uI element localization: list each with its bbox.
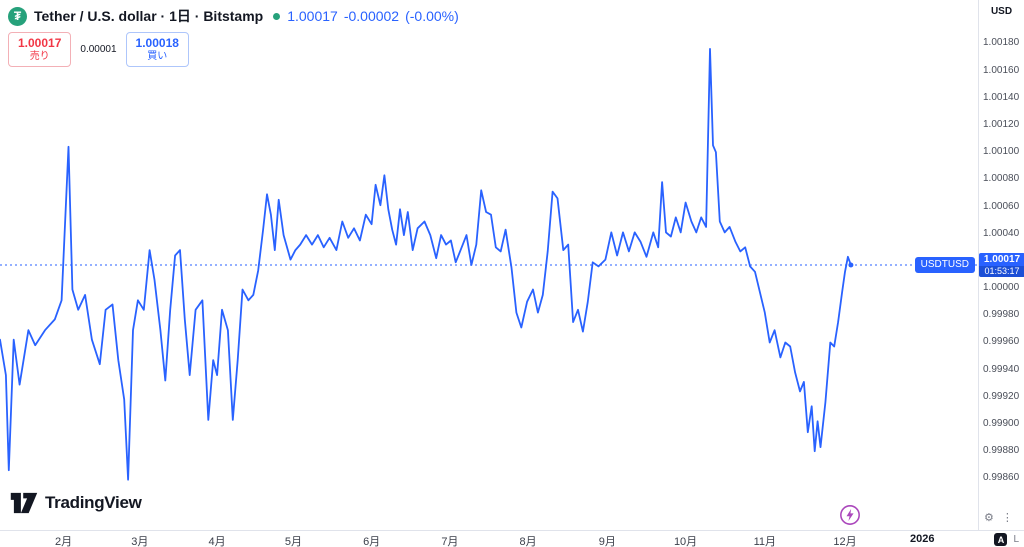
last-price-symbol-badge: USDTUSD <box>914 257 975 273</box>
time-scale-tick: 3月 <box>131 536 149 547</box>
quote-change-percent: (-0.00%) <box>405 8 459 24</box>
time-scale[interactable]: 2月 3月 4月 5月 6月 7月 8月 9月 10月 11月 12月 2026 A L <box>0 530 1024 547</box>
market-status-icon <box>273 12 281 20</box>
spread-value: 0.00001 <box>80 44 117 55</box>
buy-price: 1.00018 <box>135 36 179 50</box>
price-scale-tick: 1.00040 <box>983 227 1020 239</box>
price-scale-tick: 1.00160 <box>983 64 1020 76</box>
symbol-title-row: ₮ Tether / U.S. dollar · 1日 · Bitstamp 1… <box>8 6 459 26</box>
price-scale-tick: 1.00120 <box>983 119 1020 131</box>
time-scale-tick: 2026 <box>910 533 935 545</box>
buy-button[interactable]: 1.00018 買い <box>125 32 189 67</box>
price-scale-tick: 0.99860 <box>983 472 1020 484</box>
last-price-badge: 1.00017 01:53:17 <box>979 253 1024 277</box>
price-scale-tools: ⚙ ⋮ <box>984 511 1013 524</box>
tradingview-wordmark: TradingView <box>45 493 142 512</box>
last-point-marker <box>848 262 854 268</box>
price-scale-tick: 1.00100 <box>983 146 1020 158</box>
price-scale-tick: 0.99880 <box>983 445 1020 457</box>
buy-label: 買い <box>147 51 168 62</box>
chart-header: ₮ Tether / U.S. dollar · 1日 · Bitstamp 1… <box>8 6 459 67</box>
symbol-title[interactable]: Tether / U.S. dollar · 1日 · Bitstamp <box>34 8 264 24</box>
price-scale-tick: 1.00060 <box>983 200 1020 212</box>
tether-logo-icon: ₮ <box>8 6 27 26</box>
log-scale-toggle[interactable]: L <box>1013 534 1019 545</box>
time-scale-tick: 12月 <box>833 536 857 547</box>
price-scale[interactable]: USD 1.00180 1.00160 1.00140 1.00120 1.00100 1… <box>978 0 1024 530</box>
sell-button[interactable]: 1.00017 売り <box>8 32 72 67</box>
gear-icon[interactable]: ⚙ <box>984 512 994 524</box>
auto-scale-toggle[interactable]: A <box>994 533 1008 546</box>
last-price-value: 1.00017 <box>979 253 1024 266</box>
price-scale-tick: 0.99980 <box>983 309 1020 321</box>
sell-price: 1.00017 <box>18 36 62 50</box>
time-scale-tick: 11月 <box>753 536 776 547</box>
price-scale-tick: 0.99920 <box>983 390 1020 402</box>
time-scale-tick: 9月 <box>598 536 616 547</box>
quote-last-price: 1.00017 <box>287 8 338 24</box>
time-scale-tick: 7月 <box>441 536 459 547</box>
price-scale-tick: 1.00000 <box>983 282 1020 294</box>
price-scale-tick: 1.00140 <box>983 91 1020 103</box>
price-scale-tick: 0.99940 <box>983 363 1020 375</box>
buy-sell-widget: 1.00017 売り 0.00001 1.00018 買い <box>8 32 459 67</box>
price-scale-currency-button[interactable]: USD <box>990 6 1013 17</box>
price-line-chart <box>0 48 978 481</box>
more-options-icon[interactable]: ⋮ <box>1001 512 1013 524</box>
time-scale-tick: 2月 <box>55 536 73 547</box>
time-scale-tick: 5月 <box>284 536 302 547</box>
tradingview-logo-icon <box>10 492 38 514</box>
quote-change: -0.00002 <box>343 8 400 24</box>
tradingview-logo[interactable]: TradingView <box>10 492 142 514</box>
lightning-icon <box>840 505 860 525</box>
time-scale-tick: 4月 <box>208 536 226 547</box>
price-scale-tick: 1.00180 <box>983 37 1020 49</box>
time-scale-tick: 6月 <box>363 536 381 547</box>
price-scale-tick: 1.00080 <box>983 173 1020 185</box>
price-line-series <box>0 48 852 481</box>
price-scale-tick: 0.99900 <box>983 418 1020 429</box>
price-scale-tick: 0.99960 <box>983 336 1020 348</box>
time-scale-tick: 8月 <box>519 536 537 547</box>
chart-plot-area[interactable]: USDTUSD <box>0 0 978 530</box>
time-scale-tick: 10月 <box>673 536 698 547</box>
quote-readout: 1.00017 -0.00002 (-0.00%) <box>287 8 459 24</box>
scale-toggles: A L <box>994 533 1019 546</box>
sell-label: 売り <box>29 51 50 62</box>
bar-countdown: 01:53:17 <box>979 266 1024 277</box>
lightning-boost-button[interactable] <box>839 504 861 526</box>
